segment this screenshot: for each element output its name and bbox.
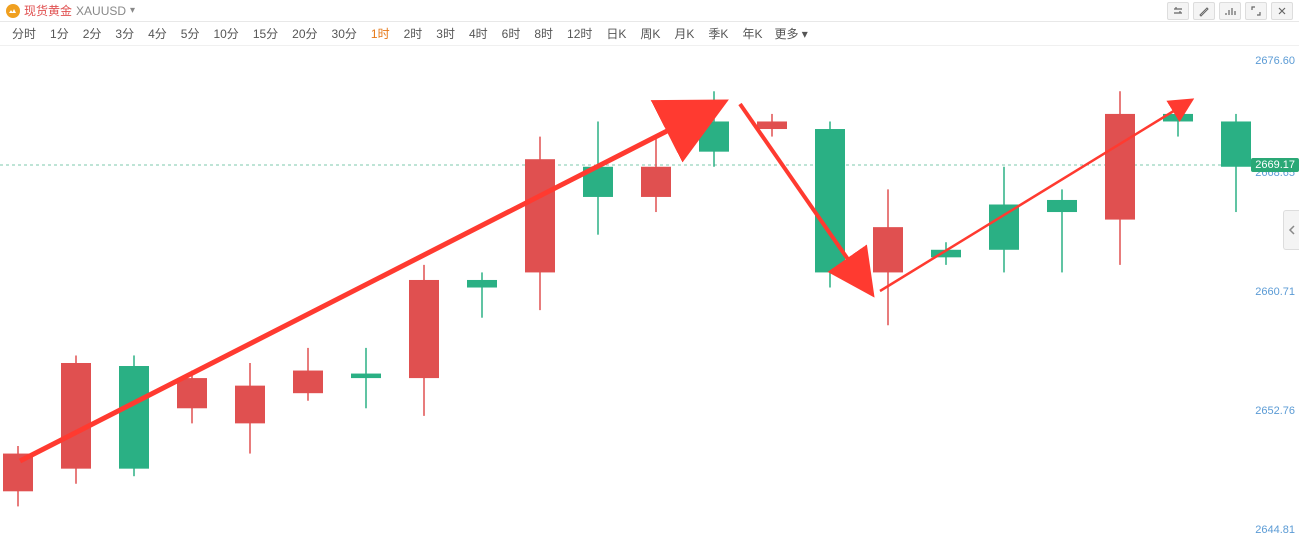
timeframe-10分[interactable]: 10分 <box>207 23 244 44</box>
chart-toolbar <box>1167 2 1293 20</box>
side-expand-tab[interactable] <box>1283 210 1299 250</box>
settings-button[interactable] <box>1167 2 1189 20</box>
timeframe-15分[interactable]: 15分 <box>247 23 284 44</box>
draw-button[interactable] <box>1193 2 1215 20</box>
timeframe-日K[interactable]: 日K <box>600 23 632 44</box>
chart-header: 现货黄金 XAUUSD ▾ <box>0 0 1299 22</box>
indicators-button[interactable] <box>1219 2 1241 20</box>
price-label: 2676.60 <box>1255 55 1295 67</box>
timeframe-3时[interactable]: 3时 <box>430 23 461 44</box>
price-label: 2660.71 <box>1255 286 1295 298</box>
symbol-dropdown-icon[interactable]: ▾ <box>130 5 135 16</box>
timeframe-bar: 分时1分2分3分4分5分10分15分20分30分1时2时3时4时6时8时12时日… <box>0 22 1299 46</box>
timeframe-20分[interactable]: 20分 <box>286 23 323 44</box>
timeframe-1分[interactable]: 1分 <box>44 23 75 44</box>
close-button[interactable] <box>1271 2 1293 20</box>
chart-canvas-area[interactable] <box>0 46 1251 547</box>
timeframe-4分[interactable]: 4分 <box>142 23 173 44</box>
timeframe-3分[interactable]: 3分 <box>109 23 140 44</box>
timeframe-2时[interactable]: 2时 <box>398 23 429 44</box>
current-price-tag: 2669.17 <box>1251 158 1299 172</box>
timeframe-季K[interactable]: 季K <box>702 23 734 44</box>
timeframe-1时[interactable]: 1时 <box>365 23 396 44</box>
instrument-name-cn: 现货黄金 <box>24 2 72 19</box>
timeframe-30分[interactable]: 30分 <box>326 23 363 44</box>
price-axis: 2676.602668.652660.712652.762644.812669.… <box>1251 46 1299 547</box>
timeframe-6时[interactable]: 6时 <box>496 23 527 44</box>
timeframe-8时[interactable]: 8时 <box>528 23 559 44</box>
price-label: 2652.76 <box>1255 405 1295 417</box>
timeframe-周K[interactable]: 周K <box>634 23 666 44</box>
instrument-symbol: XAUUSD <box>76 4 126 18</box>
timeframe-2分[interactable]: 2分 <box>77 23 108 44</box>
timeframe-月K[interactable]: 月K <box>668 23 700 44</box>
gold-logo-icon <box>6 4 20 18</box>
timeframe-more[interactable]: 更多 ▾ <box>770 23 811 44</box>
timeframe-4时[interactable]: 4时 <box>463 23 494 44</box>
timeframe-5分[interactable]: 5分 <box>175 23 206 44</box>
timeframe-分时[interactable]: 分时 <box>6 23 42 44</box>
fullscreen-button[interactable] <box>1245 2 1267 20</box>
candlestick-chart <box>0 46 1251 547</box>
timeframe-12时[interactable]: 12时 <box>561 23 598 44</box>
price-label: 2644.81 <box>1255 524 1295 536</box>
timeframe-年K[interactable]: 年K <box>736 23 768 44</box>
